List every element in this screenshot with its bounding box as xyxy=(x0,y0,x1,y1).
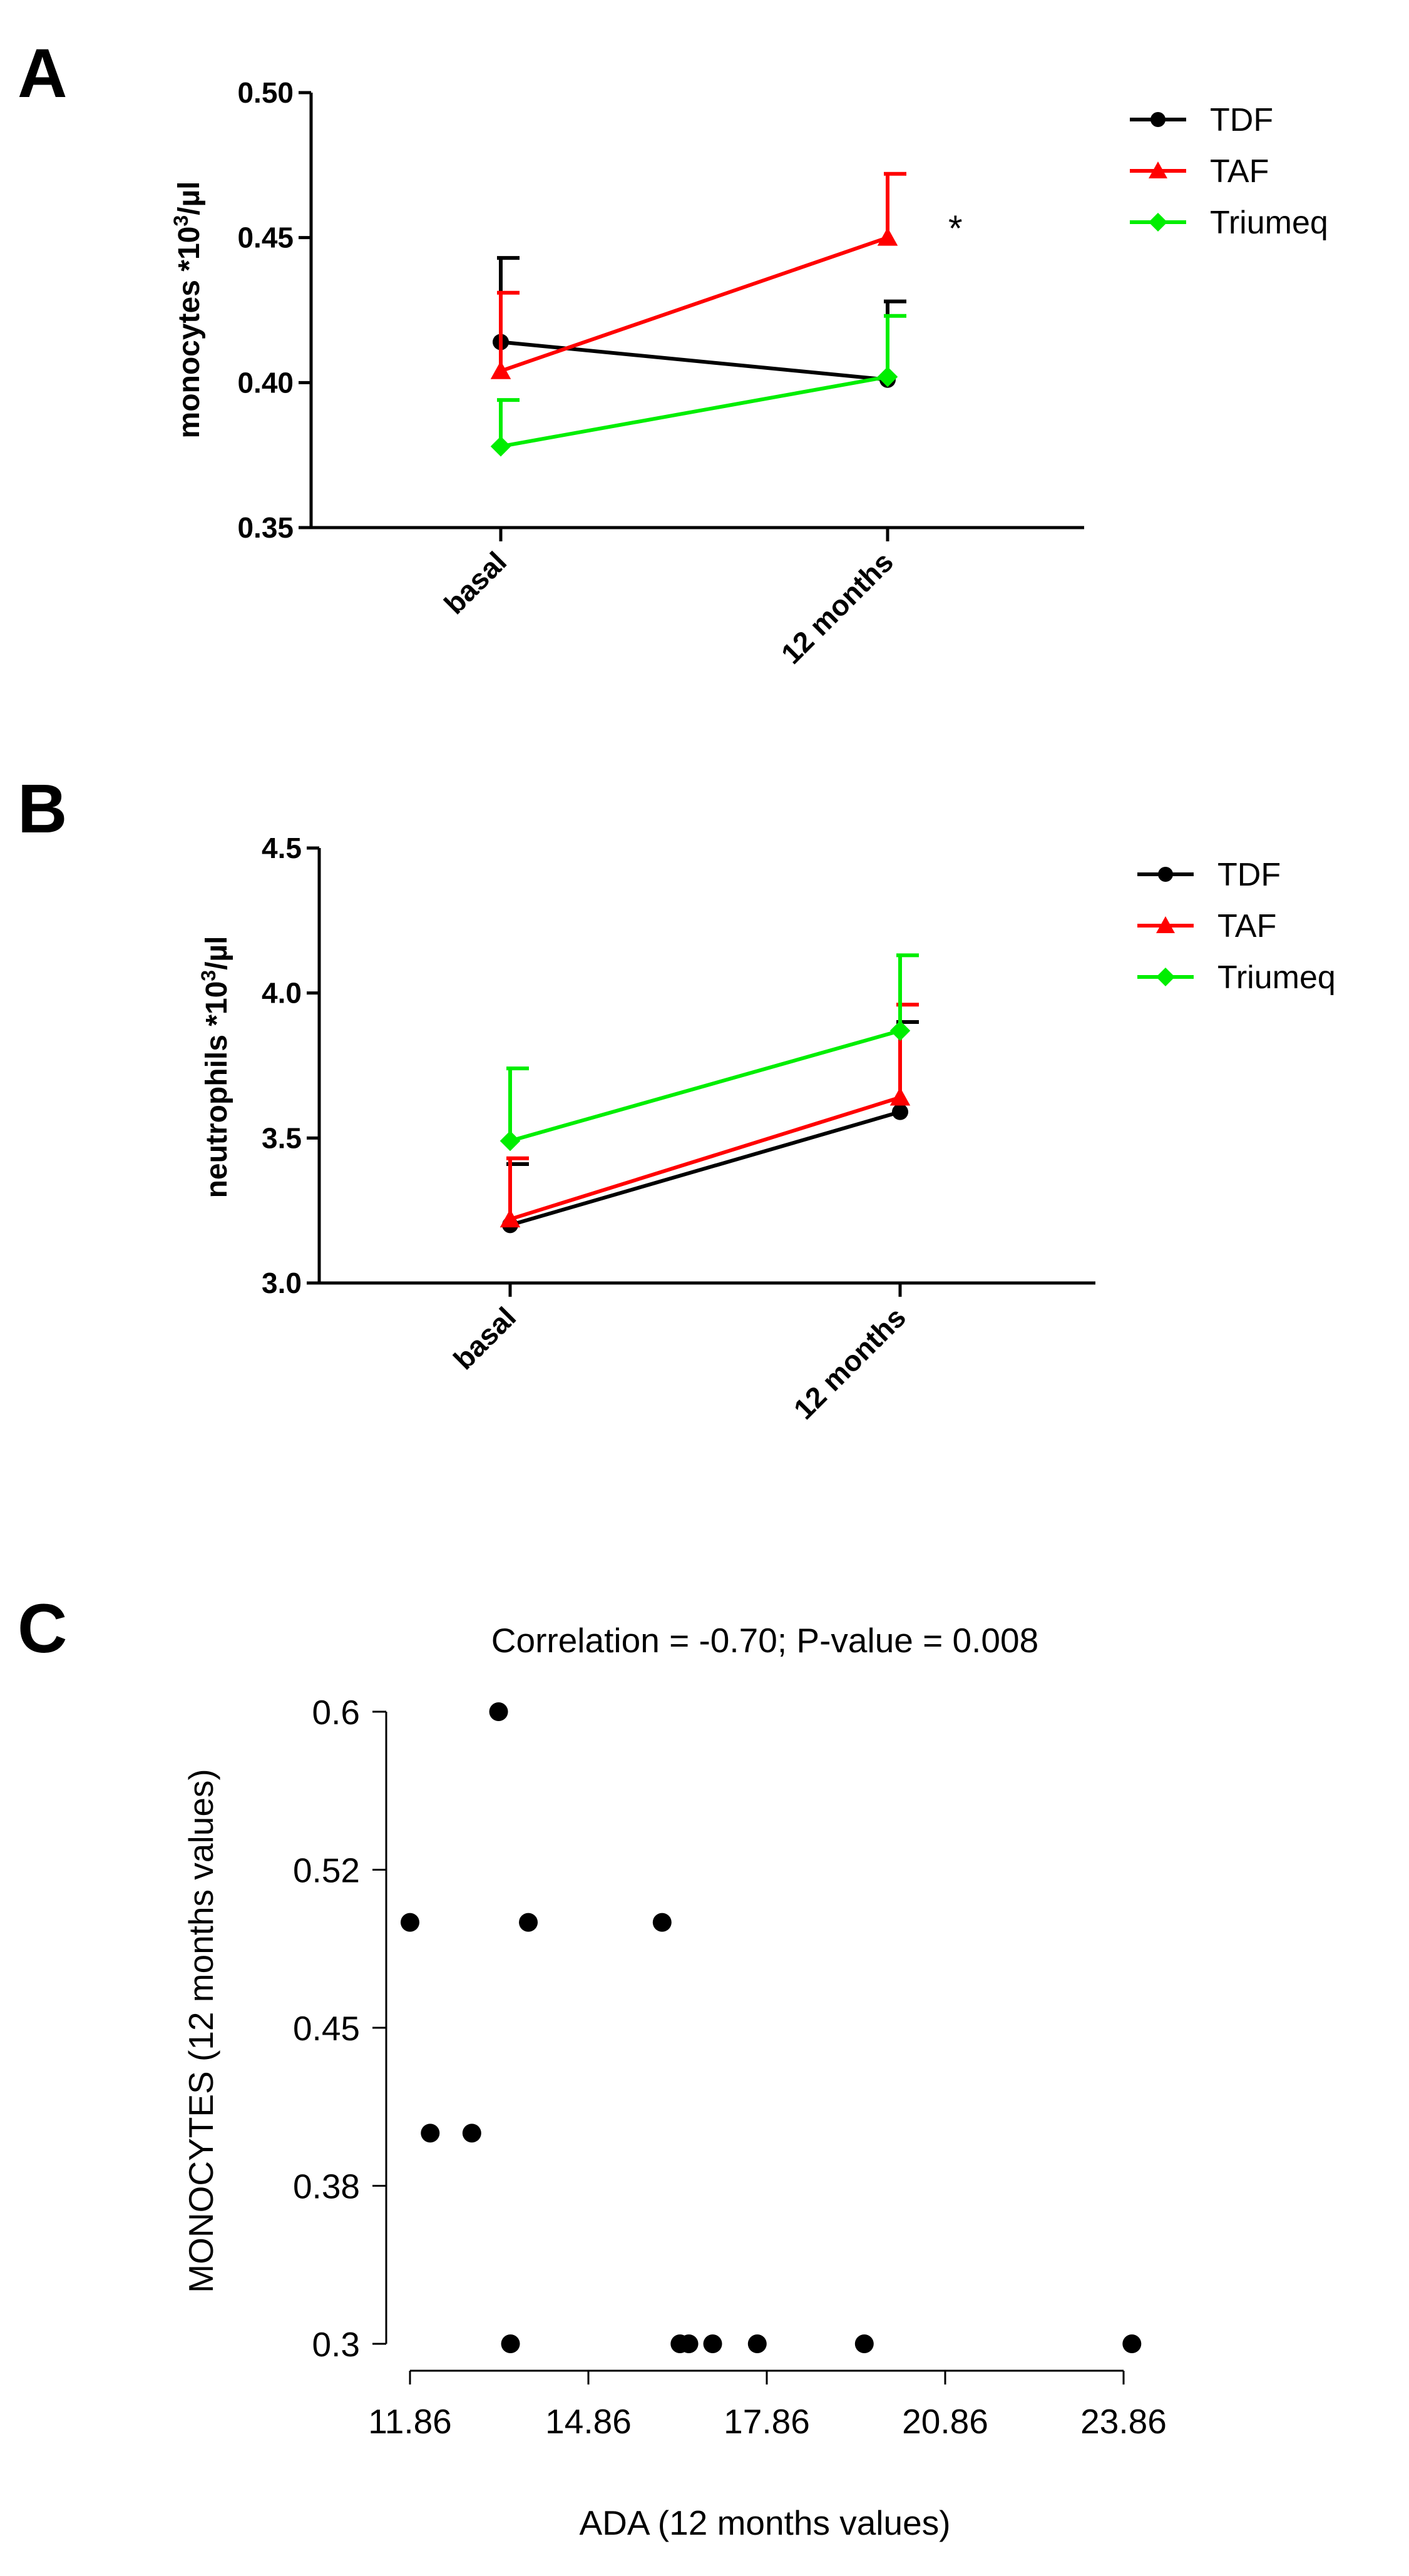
x-tick-label: 11.86 xyxy=(368,2402,452,2441)
y-tick-label: 4.5 xyxy=(262,832,302,864)
x-ticks: basal 12 months xyxy=(447,1283,912,1426)
series-line xyxy=(510,1029,901,1143)
legend-marker xyxy=(1149,161,1167,178)
series-layer xyxy=(490,171,906,457)
series-line xyxy=(500,340,888,382)
y-axis-label: MONOCYTES (12 months values) xyxy=(182,1769,220,2292)
chart-title: Correlation = -0.70; P-value = 0.008 xyxy=(491,1621,1038,1660)
y-tick-label: 0.50 xyxy=(237,76,294,109)
data-point xyxy=(877,227,898,246)
scatter-point xyxy=(501,2334,520,2353)
series-triumeq xyxy=(490,314,906,457)
y-tick-label: 3.0 xyxy=(262,1267,302,1299)
scatter-point xyxy=(854,2334,874,2353)
y-axis-label: monocytes *103/µl xyxy=(170,181,206,439)
x-axis-label: ADA (12 months values) xyxy=(579,2503,950,2542)
y-tick-label: 0.38 xyxy=(293,2167,360,2206)
x-ticks: 11.86 14.86 17.86 20.86 23.86 xyxy=(368,2371,1167,2441)
legend-marker xyxy=(1156,916,1175,933)
legend-label: Triumeq xyxy=(1217,959,1336,996)
y-tick-label: 4.0 xyxy=(262,977,302,1009)
data-point xyxy=(490,436,511,457)
y-tick-label: 0.3 xyxy=(312,2325,360,2364)
data-point xyxy=(877,366,898,387)
legend-label: TAF xyxy=(1210,153,1269,190)
legend-item-tdf: TDF xyxy=(1130,102,1273,138)
scatter-point xyxy=(679,2334,699,2353)
y-tick-label: 0.52 xyxy=(293,1851,360,1890)
data-point xyxy=(500,1130,521,1152)
x-tick-label-12-months: 12 months xyxy=(775,545,899,670)
series-layer xyxy=(500,953,919,1234)
legend: TDF TAF Triumeq xyxy=(1137,857,1336,996)
series-line xyxy=(510,1095,901,1221)
panel-letter-b: B xyxy=(18,770,67,847)
legend-item-triumeq: Triumeq xyxy=(1130,205,1328,241)
y-tick-label: 0.45 xyxy=(293,2009,360,2048)
scatter-point xyxy=(703,2334,722,2353)
legend-item-triumeq: Triumeq xyxy=(1137,959,1336,996)
legend: TDF TAF Triumeq xyxy=(1130,102,1328,241)
panel-letter-a: A xyxy=(18,35,67,112)
legend-label: TAF xyxy=(1217,908,1276,944)
x-tick-label: 17.86 xyxy=(724,2402,810,2441)
legend-item-taf: TAF xyxy=(1137,908,1276,944)
y-tick-label: 0.45 xyxy=(237,222,294,254)
legend-label: TDF xyxy=(1210,102,1273,138)
y-ticks: 0.3 0.38 0.45 0.52 0.6 xyxy=(293,1693,386,2364)
y-ticks: 3.0 3.5 4.0 4.5 xyxy=(262,832,319,1299)
scatter-point xyxy=(747,2334,767,2353)
x-tick-label-basal: basal xyxy=(447,1301,522,1376)
x-tick-label-12-months: 12 months xyxy=(787,1301,912,1425)
series-line xyxy=(510,1110,901,1227)
y-ticks: 0.35 0.40 0.45 0.50 xyxy=(237,76,311,544)
scatter-point xyxy=(421,2124,440,2143)
x-tick-label: 14.86 xyxy=(545,2402,632,2441)
scatter-point xyxy=(652,1913,672,1932)
legend-marker xyxy=(1158,867,1173,882)
scatter-points xyxy=(401,1702,1142,2353)
legend-marker xyxy=(1149,213,1167,232)
y-tick-label: 0.40 xyxy=(237,366,294,399)
y-tick-label: 0.6 xyxy=(312,1693,360,1732)
data-point xyxy=(889,1087,911,1106)
legend-marker xyxy=(1150,112,1166,127)
series-line xyxy=(500,375,888,449)
legend-marker xyxy=(1156,968,1175,986)
chart-panel-b: 3.0 3.5 4.0 4.5 basal 12 months neutrophils … xyxy=(197,832,1336,1426)
chart-panel-a: 0.35 0.40 0.45 0.50 basal 12 months monocyte… xyxy=(170,76,1328,670)
x-tick-label: 20.86 xyxy=(902,2402,988,2441)
scatter-point xyxy=(489,1702,508,1721)
data-point xyxy=(500,1209,521,1228)
legend-label: TDF xyxy=(1217,857,1281,893)
series-taf xyxy=(500,1003,919,1228)
series-taf xyxy=(490,171,906,379)
x-ticks: basal 12 months xyxy=(438,528,899,670)
chart-panel-c: Correlation = -0.70; P-value = 0.008 0.3… xyxy=(182,1621,1167,2542)
data-point xyxy=(490,360,511,379)
data-point xyxy=(889,1020,911,1041)
x-tick-label-basal: basal xyxy=(438,545,513,620)
y-tick-label: 0.35 xyxy=(237,511,294,544)
scatter-point xyxy=(462,2124,481,2143)
data-point xyxy=(892,1103,908,1120)
scatter-point xyxy=(401,1913,419,1932)
series-line xyxy=(500,235,888,373)
significance-star: * xyxy=(948,208,963,249)
scatter-point xyxy=(1122,2334,1142,2353)
series-triumeq xyxy=(500,953,919,1152)
y-tick-label: 3.5 xyxy=(262,1122,302,1154)
x-tick-label: 23.86 xyxy=(1080,2402,1167,2441)
panel-letter-c: C xyxy=(18,1590,67,1667)
legend-label: Triumeq xyxy=(1210,205,1328,241)
legend-item-tdf: TDF xyxy=(1137,857,1281,893)
series-tdf xyxy=(493,256,906,388)
scatter-point xyxy=(519,1913,538,1932)
legend-item-taf: TAF xyxy=(1130,153,1269,190)
y-axis-label: neutrophils *103/µl xyxy=(197,936,233,1199)
